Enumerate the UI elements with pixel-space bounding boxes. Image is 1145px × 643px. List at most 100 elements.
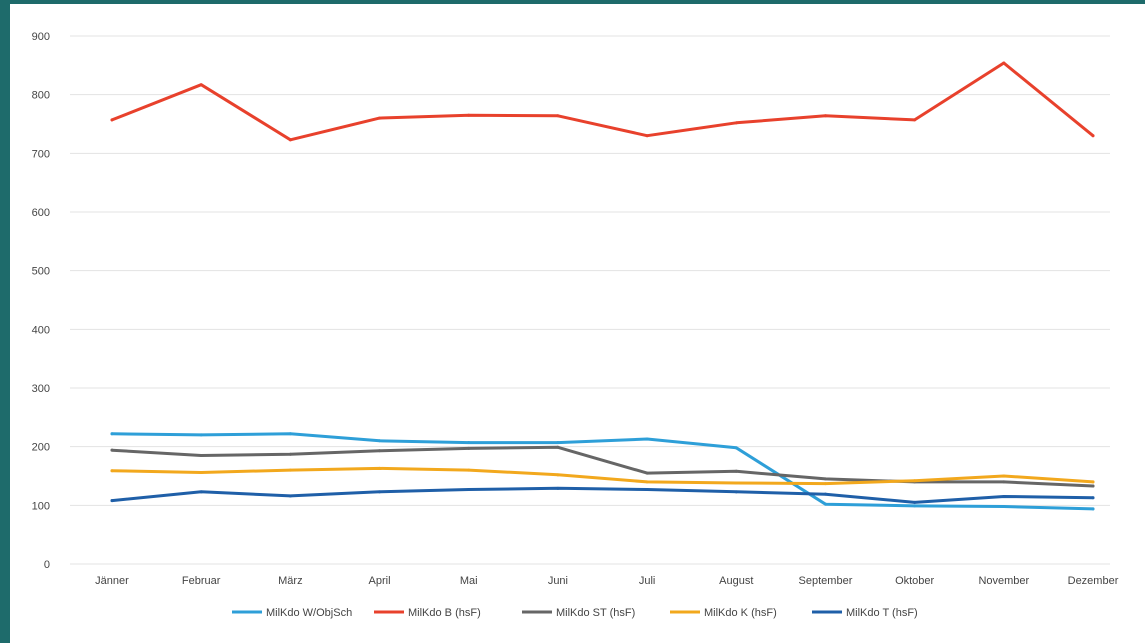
data-point bbox=[823, 492, 827, 496]
x-tick-label: März bbox=[278, 575, 302, 587]
data-point bbox=[378, 490, 382, 494]
data-point bbox=[199, 490, 203, 494]
data-point bbox=[913, 118, 917, 122]
data-point bbox=[556, 441, 560, 445]
data-point bbox=[288, 452, 292, 456]
x-tick-label: Februar bbox=[182, 575, 221, 587]
y-tick-label: 900 bbox=[32, 31, 50, 43]
data-point bbox=[467, 468, 471, 472]
legend: MilKdo W/ObjSch MilKdo B (hsF) MilKdo ST (… bbox=[232, 607, 918, 619]
data-point bbox=[110, 499, 114, 503]
y-tick-label: 400 bbox=[32, 324, 50, 336]
data-point bbox=[467, 441, 471, 445]
data-point bbox=[913, 500, 917, 504]
x-tick-label: Oktober bbox=[895, 575, 934, 587]
y-axis-tick-labels: 0 100 200 300 400 500 600 700 800 900 bbox=[32, 31, 50, 571]
y-tick-label: 500 bbox=[32, 266, 50, 278]
data-point bbox=[913, 479, 917, 483]
data-point bbox=[556, 473, 560, 477]
x-tick-label: August bbox=[719, 575, 753, 587]
data-point bbox=[1002, 505, 1006, 509]
data-point bbox=[556, 114, 560, 118]
data-point bbox=[378, 466, 382, 470]
legend-item: MilKdo W/ObjSch bbox=[232, 607, 352, 619]
gridlines bbox=[70, 35, 1110, 565]
data-point bbox=[556, 486, 560, 490]
data-point bbox=[199, 470, 203, 474]
legend-label: MilKdo ST (hsF) bbox=[556, 607, 635, 619]
data-point bbox=[378, 449, 382, 453]
data-point bbox=[199, 83, 203, 87]
series-lines bbox=[110, 61, 1095, 511]
series-line-1 bbox=[110, 432, 1095, 511]
data-point bbox=[913, 504, 917, 508]
series-line-5 bbox=[110, 486, 1095, 504]
data-point bbox=[1091, 496, 1095, 500]
x-tick-label: Juli bbox=[639, 575, 656, 587]
data-point bbox=[288, 494, 292, 498]
x-tick-label: Mai bbox=[460, 575, 478, 587]
data-point bbox=[288, 468, 292, 472]
data-point bbox=[734, 490, 738, 494]
x-axis-tick-labels: Jänner Februar März April Mai Juni Juli August S… bbox=[95, 575, 1119, 587]
legend-item: MilKdo T (hsF) bbox=[812, 607, 918, 619]
data-point bbox=[823, 114, 827, 118]
data-point bbox=[645, 471, 649, 475]
data-point bbox=[1002, 474, 1006, 478]
chart-frame: 0 100 200 300 400 500 600 700 800 900 Jänner Febru… bbox=[10, 4, 1145, 643]
y-tick-label: 100 bbox=[32, 500, 50, 512]
data-point bbox=[199, 453, 203, 457]
legend-label: MilKdo T (hsF) bbox=[846, 607, 918, 619]
data-point bbox=[1002, 480, 1006, 484]
data-point bbox=[378, 439, 382, 443]
data-point bbox=[823, 482, 827, 486]
data-point bbox=[288, 432, 292, 436]
line-chart: 0 100 200 300 400 500 600 700 800 900 Jänner Febru… bbox=[32, 31, 1119, 619]
data-point bbox=[645, 487, 649, 491]
x-tick-label: Dezember bbox=[1068, 575, 1119, 587]
data-point bbox=[378, 116, 382, 120]
data-point bbox=[110, 448, 114, 452]
x-tick-label: September bbox=[799, 575, 853, 587]
data-point bbox=[1091, 134, 1095, 138]
data-point bbox=[110, 469, 114, 473]
legend-item: MilKdo K (hsF) bbox=[670, 607, 777, 619]
legend-label: MilKdo K (hsF) bbox=[704, 607, 777, 619]
legend-item: MilKdo B (hsF) bbox=[374, 607, 481, 619]
data-point bbox=[734, 446, 738, 450]
data-point bbox=[823, 502, 827, 506]
data-point bbox=[467, 113, 471, 117]
data-point bbox=[645, 480, 649, 484]
data-point bbox=[199, 433, 203, 437]
data-point bbox=[734, 121, 738, 125]
data-point bbox=[1091, 507, 1095, 511]
series-line-2 bbox=[110, 61, 1095, 142]
data-point bbox=[467, 446, 471, 450]
legend-item: MilKdo ST (hsF) bbox=[522, 607, 635, 619]
data-point bbox=[1002, 61, 1006, 65]
data-point bbox=[734, 469, 738, 473]
data-point bbox=[645, 134, 649, 138]
x-tick-label: Juni bbox=[548, 575, 568, 587]
y-tick-label: 0 bbox=[44, 559, 50, 571]
data-point bbox=[110, 432, 114, 436]
data-point bbox=[1002, 495, 1006, 499]
series-line-3 bbox=[110, 445, 1095, 488]
data-point bbox=[1091, 480, 1095, 484]
y-tick-label: 300 bbox=[32, 383, 50, 395]
legend-label: MilKdo B (hsF) bbox=[408, 607, 481, 619]
data-point bbox=[645, 437, 649, 441]
y-tick-label: 200 bbox=[32, 442, 50, 454]
y-tick-label: 800 bbox=[32, 90, 50, 102]
data-point bbox=[467, 487, 471, 491]
data-point bbox=[110, 118, 114, 122]
data-point bbox=[288, 138, 292, 142]
data-point bbox=[734, 481, 738, 485]
data-point bbox=[1091, 484, 1095, 488]
x-tick-label: April bbox=[369, 575, 391, 587]
x-tick-label: Jänner bbox=[95, 575, 129, 587]
y-tick-label: 700 bbox=[32, 148, 50, 160]
data-point bbox=[823, 477, 827, 481]
series-line-4 bbox=[110, 466, 1095, 486]
legend-label: MilKdo W/ObjSch bbox=[266, 607, 352, 619]
